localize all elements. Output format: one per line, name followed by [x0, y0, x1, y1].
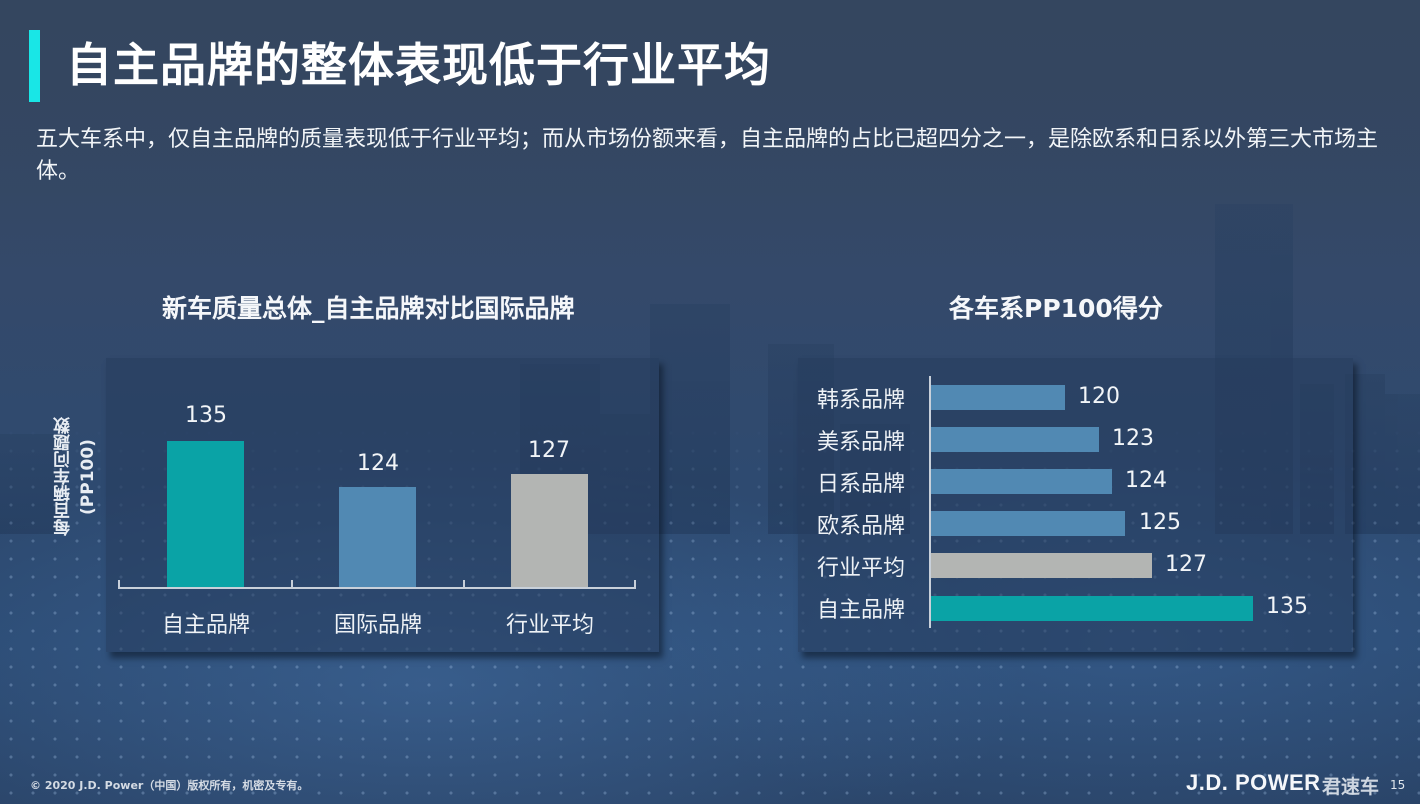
bar-value-label: 125: [1139, 510, 1181, 535]
bar-value-label: 127: [1165, 552, 1207, 577]
bar-value-label: 127: [528, 438, 570, 463]
x-axis-label: 国际品牌: [333, 613, 422, 638]
axis-tick: [463, 580, 465, 589]
watermark: 君速车: [1322, 776, 1380, 798]
x-axis-label: 行业平均: [505, 613, 594, 638]
bar-korean: [931, 385, 1065, 410]
axis-tick: [118, 580, 120, 589]
axis-tick: [634, 580, 636, 589]
bar-european: [931, 511, 1125, 536]
bar-domestic: [167, 441, 244, 587]
bar-industry-average: [511, 474, 588, 587]
left-chart-x-axis: [118, 587, 636, 589]
bar-american: [931, 427, 1099, 452]
row-label: 自主品牌: [816, 598, 905, 623]
right-chart-title: 各车系PP100得分: [949, 294, 1163, 323]
row-label: 欧系品牌: [816, 514, 905, 539]
page-number: 15: [1390, 778, 1406, 792]
row-label: 行业平均: [816, 556, 905, 581]
bar-value-label: 124: [357, 451, 399, 476]
bar-value-label: 123: [1112, 426, 1154, 451]
row-label: 美系品牌: [816, 430, 905, 455]
copyright-notice: © 2020 J.D. Power（中国）版权所有，机密及专有。: [30, 779, 309, 792]
row-label: 韩系品牌: [816, 388, 905, 413]
left-chart-y-axis-label: 每百辆车问题数 (PP100): [54, 417, 98, 537]
bar-domestic: [931, 596, 1253, 621]
bar-value-label: 124: [1125, 468, 1167, 493]
bar-value-label: 120: [1078, 384, 1120, 409]
right-chart-y-axis: [929, 376, 931, 628]
bar-japanese: [931, 469, 1112, 494]
bar-industry-average: [931, 553, 1152, 578]
bar-value-label: 135: [1266, 594, 1308, 619]
top-haze: [0, 0, 1420, 260]
bar-international: [339, 487, 416, 587]
slide-subtitle: 五大车系中，仅自主品牌的质量表现低于行业平均；而从市场份额来看，自主品牌的占比已…: [36, 127, 1379, 184]
jd-power-logo: J.D. POWER: [1186, 770, 1321, 795]
page-title: 自主品牌的整体表现低于行业平均: [66, 38, 771, 92]
bar-value-label: 135: [185, 403, 227, 428]
x-axis-label: 自主品牌: [161, 613, 250, 638]
row-label: 日系品牌: [816, 472, 905, 497]
left-chart-title: 新车质量总体_自主品牌对比国际品牌: [162, 294, 575, 323]
axis-tick: [291, 580, 293, 589]
title-accent-bar: [29, 30, 40, 102]
